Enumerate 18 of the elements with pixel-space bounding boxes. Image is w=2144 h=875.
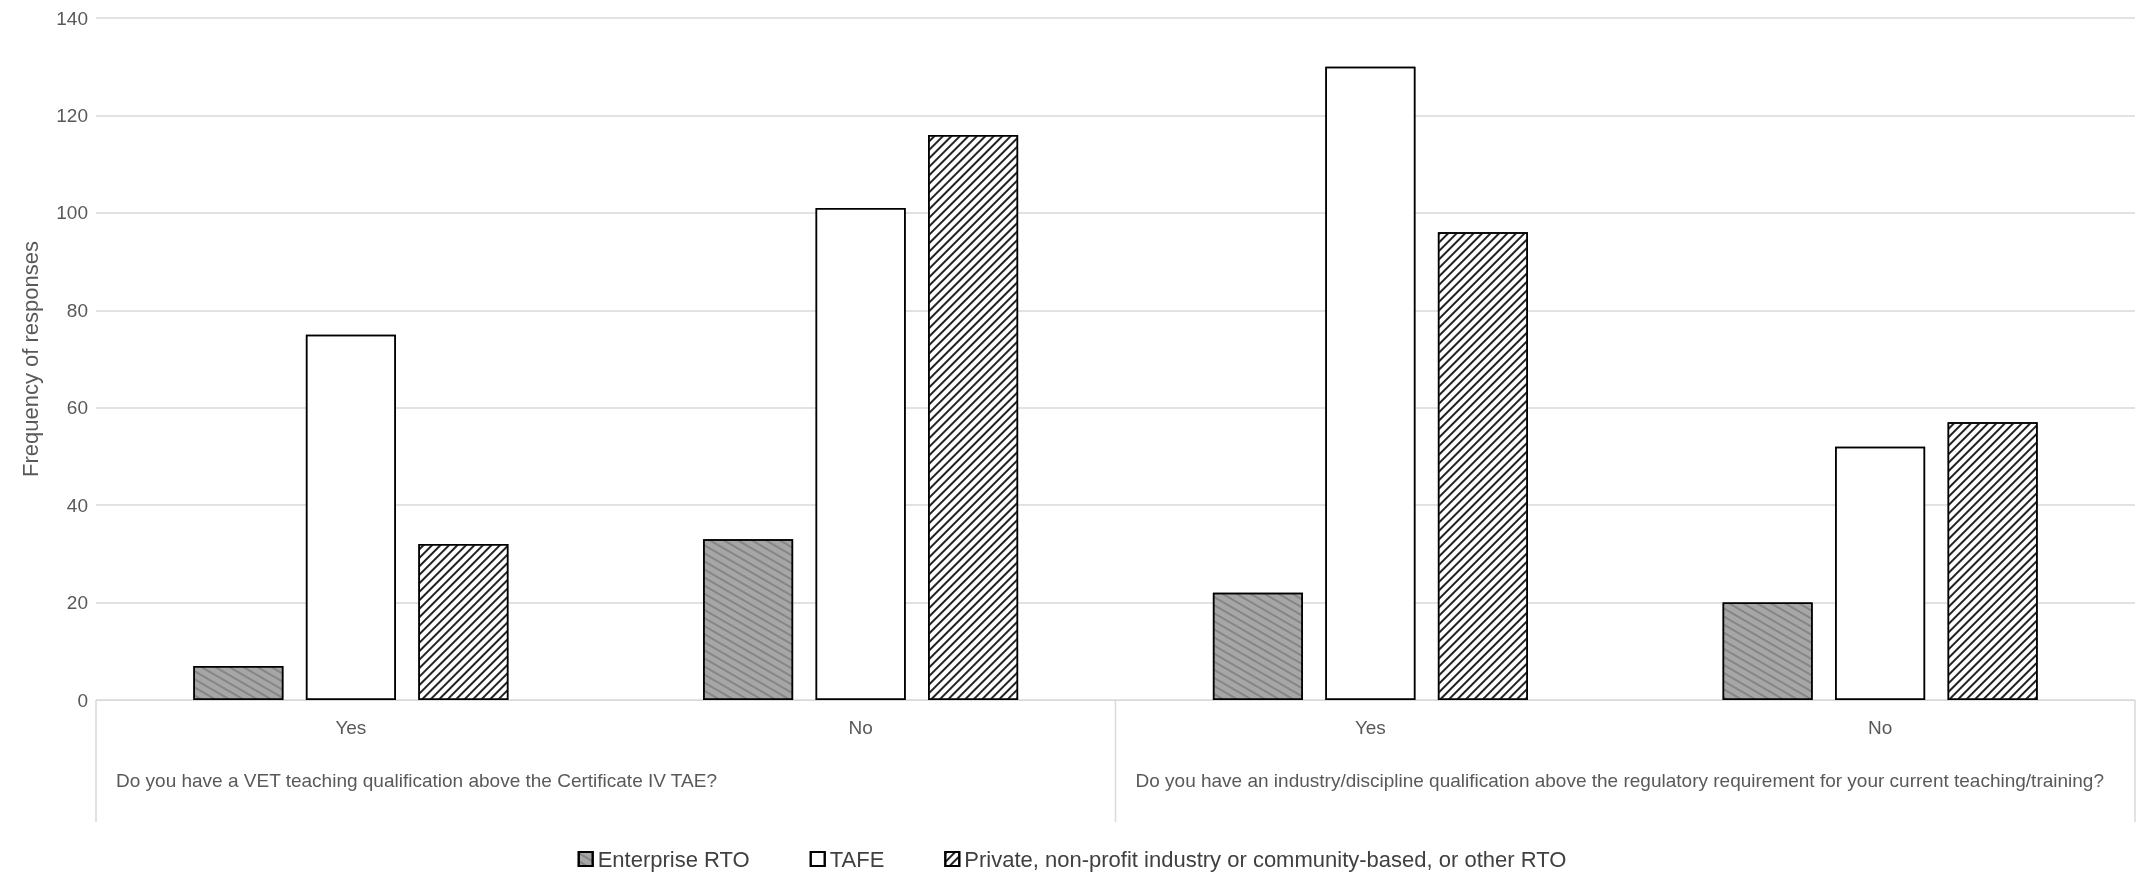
text: Do you have a VET teaching qualification above the Certificate IV TAE? [116,769,717,791]
y-tick-label: 40 [66,494,88,516]
legend-label: TAFE [829,846,885,872]
x-tick-label: Yes [335,717,367,738]
legend-label: Enterprise RTO [597,846,750,872]
y-tick-label: 20 [66,592,88,614]
y-tick-label: 120 [56,104,88,126]
legend-label: Private, non-profit industry or community-based, or other RTO [964,846,1567,872]
text: Do you have an industry/discipline qualification above the regulatory requirement for your current teaching/training? [1135,769,2104,791]
y-axis-title: Frequency of responses [17,240,43,478]
x-tick-label: No [848,717,873,738]
y-tick-label: 0 [77,689,88,711]
x-tick-label: No [1867,717,1893,738]
y-tick-label: 60 [66,397,88,419]
y-tick-label: 80 [66,299,88,321]
y-tick-label: 100 [56,202,88,224]
y-tick-label: 140 [56,7,88,29]
x-tick-label: Yes [1354,717,1386,738]
